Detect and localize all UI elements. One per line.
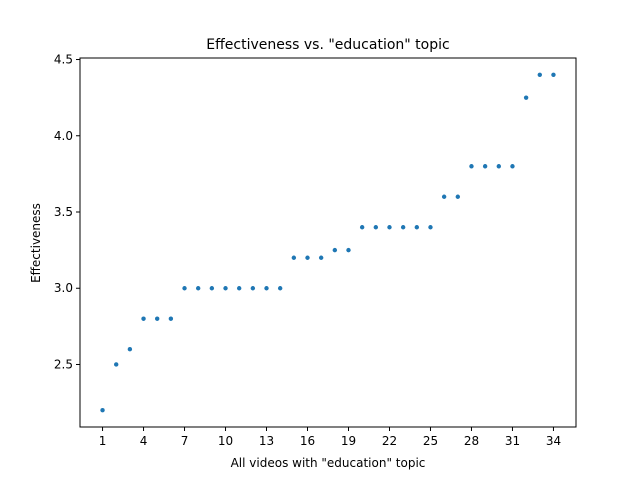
x-tick-label: 34 [546,434,561,448]
data-point [523,95,529,100]
data-point [209,286,215,291]
data-point [318,255,324,260]
data-point [168,316,174,321]
plot-frame [79,57,577,428]
data-point [346,247,351,253]
data-point [195,286,201,291]
data-point [155,316,160,321]
x-tick-label: 10 [218,434,233,448]
data-point [291,255,297,260]
data-point [414,225,420,230]
y-tick-label: 3.0 [54,281,73,295]
data-point [496,164,501,169]
data-point [250,286,256,291]
x-tick-label: 4 [140,434,148,448]
x-tick-label: 16 [300,434,315,448]
data-point [510,164,515,169]
x-tick-label: 19 [341,434,356,448]
data-point [236,286,242,291]
data-point [305,255,310,260]
data-point [182,286,187,291]
x-tick-label: 13 [259,434,274,448]
y-tick-label: 4.5 [54,53,73,67]
y-axis: 2.5 3.0 3.5 4.0 4.5 [54,53,80,371]
data-point [359,225,365,230]
x-tick-label: 28 [464,434,479,448]
chart-title: Effectiveness vs. "education" topic [206,37,449,53]
data-point [428,225,433,230]
data-point [373,225,379,230]
data-point [332,247,338,253]
data-point [400,225,406,230]
data-point [141,316,146,321]
data-point [537,72,542,77]
x-tick-label: 31 [505,434,520,448]
data-point [100,408,105,413]
data-point [441,194,447,199]
data-point [455,194,461,199]
data-point [264,286,269,291]
data-points [100,72,556,413]
y-tick-label: 2.5 [54,357,73,371]
y-axis-label: Effectiveness [29,203,43,283]
data-point [277,286,283,291]
data-point [223,286,228,291]
x-tick-label: 25 [423,434,438,448]
y-tick-label: 3.5 [54,205,73,219]
data-point [387,225,392,230]
x-tick-label: 7 [181,434,189,448]
y-tick-label: 4.0 [54,129,73,143]
data-point [127,347,133,352]
data-point [482,164,488,169]
x-tick-label: 22 [382,434,397,448]
x-axis-label: All videos with "education" topic [231,456,426,470]
data-point [469,164,474,169]
x-axis: 1 4 7 10 13 16 19 22 25 28 31 34 [99,427,561,448]
x-tick-label: 1 [99,434,107,448]
data-point [114,362,119,367]
data-point [551,72,556,77]
